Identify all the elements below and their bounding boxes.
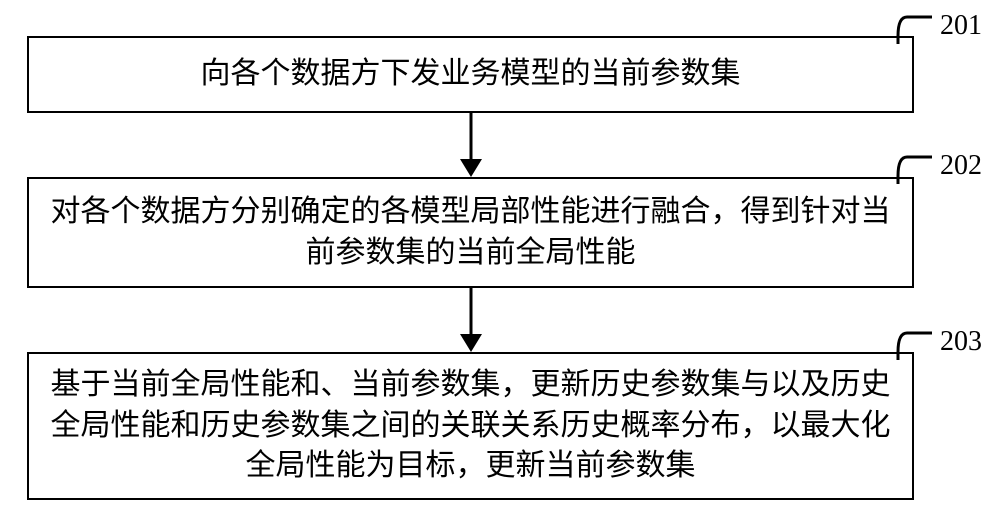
flow-step-203: 基于当前全局性能和、当前参数集，更新历史参数集与以及历史全局性能和历史参数集之间… [27, 352, 914, 500]
arrow-202-to-203 [456, 288, 486, 352]
flow-step-202: 对各个数据方分别确定的各模型局部性能进行融合，得到针对当前参数集的当前全局性能 [27, 177, 914, 288]
arrow-201-to-202 [456, 113, 486, 177]
flow-step-201: 向各个数据方下发业务模型的当前参数集 [27, 36, 914, 113]
flow-step-203-text: 基于当前全局性能和、当前参数集，更新历史参数集与以及历史全局性能和历史参数集之间… [29, 361, 912, 491]
step-number-203: 203 [940, 326, 982, 358]
flow-step-202-text: 对各个数据方分别确定的各模型局部性能进行融合，得到针对当前参数集的当前全局性能 [29, 188, 912, 277]
flow-step-201-text: 向各个数据方下发业务模型的当前参数集 [29, 50, 912, 99]
step-number-201: 201 [940, 10, 982, 42]
step-number-202: 202 [940, 150, 982, 182]
